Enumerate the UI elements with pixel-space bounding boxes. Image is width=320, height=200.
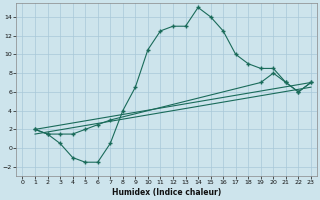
X-axis label: Humidex (Indice chaleur): Humidex (Indice chaleur) [112,188,221,197]
